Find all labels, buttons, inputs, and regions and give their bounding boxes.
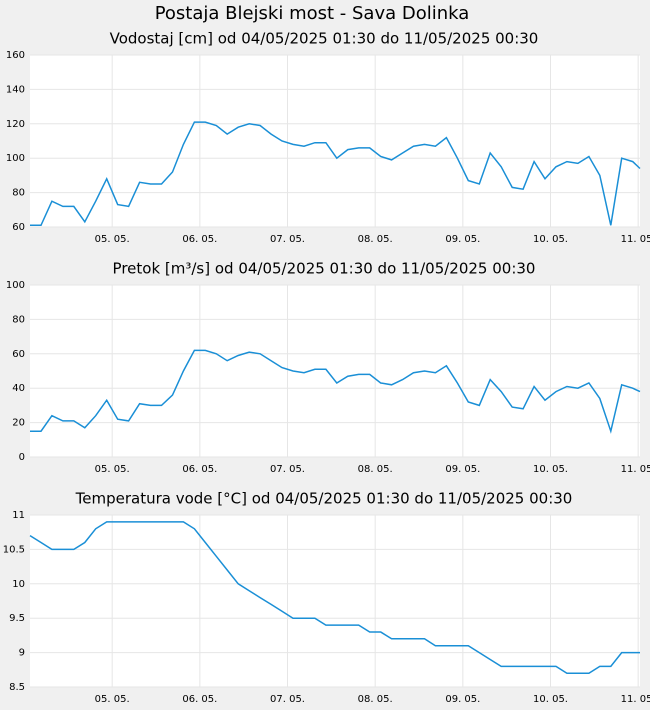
x-tick-label: 05. 05. xyxy=(95,464,130,475)
plot-area xyxy=(30,55,640,227)
x-tick-label: 11. 05. xyxy=(621,234,650,245)
x-tick-label: 05. 05. xyxy=(95,234,130,245)
y-tick-label: 9.5 xyxy=(9,613,25,624)
chart-title: Temperatura vode [°C] od 04/05/2025 01:3… xyxy=(75,490,573,508)
x-tick-label: 11. 05. xyxy=(621,694,650,705)
y-tick-label: 120 xyxy=(6,119,25,130)
y-tick-label: 160 xyxy=(6,50,25,61)
x-tick-label: 09. 05. xyxy=(445,234,480,245)
y-tick-label: 9 xyxy=(19,648,25,659)
x-tick-label: 07. 05. xyxy=(270,694,305,705)
x-tick-label: 08. 05. xyxy=(358,694,393,705)
x-tick-label: 05. 05. xyxy=(95,694,130,705)
x-tick-label: 11. 05. xyxy=(621,464,650,475)
x-tick-label: 06. 05. xyxy=(182,234,217,245)
chart-title: Vodostaj [cm] od 04/05/2025 01:30 do 11/… xyxy=(110,30,539,48)
x-tick-label: 09. 05. xyxy=(445,694,480,705)
y-tick-label: 60 xyxy=(12,222,25,233)
plot-area xyxy=(30,515,640,687)
x-tick-label: 10. 05. xyxy=(533,464,568,475)
page-title: Postaja Blejski most - Sava Dolinka xyxy=(155,3,470,24)
data-line xyxy=(30,121,641,227)
y-tick-label: 60 xyxy=(12,349,25,360)
y-tick-label: 40 xyxy=(12,383,25,394)
y-tick-label: 100 xyxy=(6,153,25,164)
x-tick-label: 08. 05. xyxy=(358,464,393,475)
chart-title: Pretok [m³/s] od 04/05/2025 01:30 do 11/… xyxy=(113,260,536,278)
y-tick-label: 0 xyxy=(19,452,25,463)
x-tick-label: 06. 05. xyxy=(182,464,217,475)
y-tick-label: 80 xyxy=(12,314,25,325)
data-line xyxy=(30,349,641,434)
x-tick-label: 10. 05. xyxy=(533,234,568,245)
y-tick-label: 8.5 xyxy=(9,682,25,693)
y-tick-label: 140 xyxy=(6,84,25,95)
y-tick-label: 20 xyxy=(12,418,25,429)
x-tick-label: 10. 05. xyxy=(533,694,568,705)
x-tick-label: 08. 05. xyxy=(358,234,393,245)
x-tick-label: 09. 05. xyxy=(445,464,480,475)
y-tick-label: 10 xyxy=(12,579,25,590)
plot-area xyxy=(30,285,640,457)
y-tick-label: 11 xyxy=(12,510,25,521)
y-tick-label: 80 xyxy=(12,188,25,199)
data-line xyxy=(29,521,640,674)
y-tick-label: 10.5 xyxy=(3,544,25,555)
x-tick-label: 06. 05. xyxy=(182,694,217,705)
y-tick-label: 100 xyxy=(6,280,25,291)
x-tick-label: 07. 05. xyxy=(270,464,305,475)
x-tick-label: 07. 05. xyxy=(270,234,305,245)
